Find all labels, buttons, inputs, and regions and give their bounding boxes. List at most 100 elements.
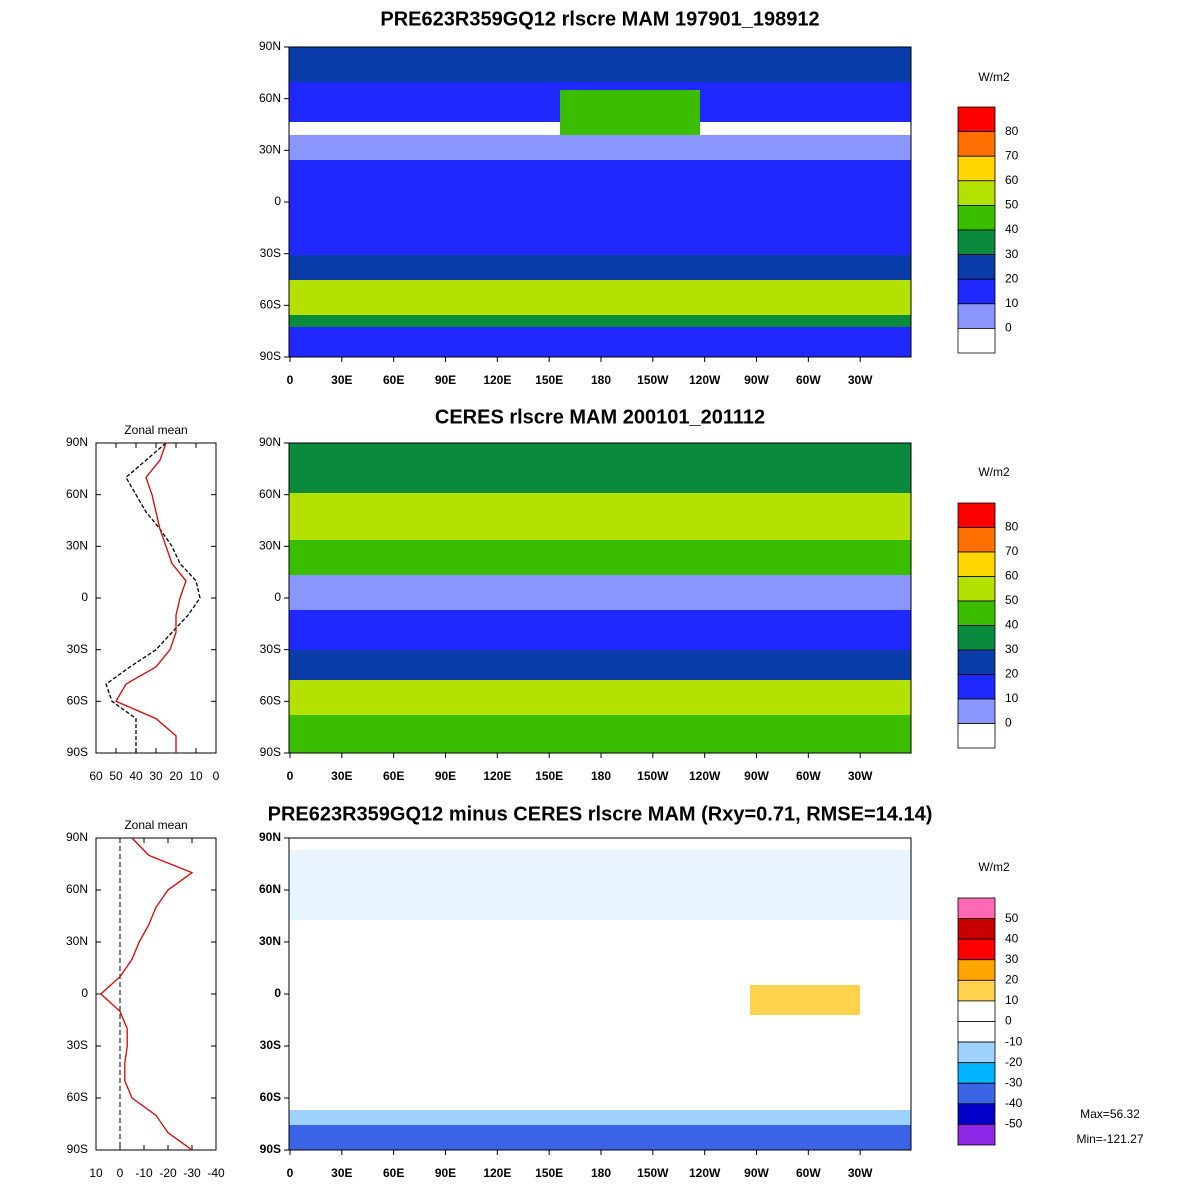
colorbar-box: [957, 278, 996, 305]
lon-tick-label: 180: [591, 1166, 611, 1180]
colorbar-label: 30: [1005, 952, 1019, 966]
lat-tick-label: 60N: [259, 91, 281, 105]
colorbar-box: [957, 527, 996, 553]
colorbar-label: 20: [1005, 973, 1019, 987]
lon-tick-label: 90E: [435, 373, 456, 387]
lat-tick-label: 60N: [259, 487, 281, 501]
y-tick-label: 90N: [66, 435, 88, 449]
colorbar-label: -40: [1005, 1096, 1023, 1110]
lon-tick-label: 120W: [689, 373, 721, 387]
y-tick-label: 30S: [67, 642, 88, 656]
lon-tick-label: 150W: [637, 769, 669, 783]
colorbar-label: 10: [1005, 993, 1019, 1007]
colorbar-label: 20: [1005, 667, 1019, 681]
lat-tick-label: 60S: [260, 298, 281, 312]
zonal-title: Zonal mean: [124, 423, 187, 437]
y-tick-label: 30S: [67, 1038, 88, 1052]
colorbar-label: 30: [1005, 247, 1019, 261]
lon-tick-label: 150E: [535, 769, 563, 783]
x-tick-label: 10: [189, 769, 203, 783]
lon-tick-label: 150E: [535, 1166, 563, 1180]
zonal-line: [105, 442, 201, 753]
colorbar-label: 0: [1005, 321, 1012, 335]
colorbar-box: [957, 576, 996, 602]
y-tick-label: 90N: [66, 830, 88, 844]
lon-tick-label: 150E: [535, 373, 563, 387]
panel-title: PRE623R359GQ12 minus CERES rlscre MAM (R…: [268, 803, 933, 825]
panel-title: CERES rlscre MAM 200101_201112: [435, 406, 765, 428]
colorbar-box: [957, 551, 996, 577]
lon-tick-label: 120E: [483, 769, 511, 783]
lat-tick-label: 30S: [260, 246, 281, 260]
colorbar-box: [957, 180, 996, 206]
lat-tick-label: 90S: [260, 349, 281, 363]
x-tick-label: 10: [89, 1166, 103, 1180]
lon-tick-label: 30W: [848, 1166, 873, 1180]
colorbar-box: [957, 254, 996, 280]
y-tick-label: 90S: [67, 1142, 88, 1156]
colorbar-box: [957, 649, 996, 675]
lon-tick-label: 90W: [744, 769, 769, 783]
lon-tick-label: 150W: [637, 1166, 669, 1180]
map-background-1: [289, 47, 911, 357]
x-tick-label: -20: [159, 1166, 177, 1180]
lon-tick-label: 60W: [796, 373, 821, 387]
lat-tick-label: 60N: [259, 882, 281, 896]
x-tick-label: -10: [135, 1166, 153, 1180]
lon-tick-label: 120E: [483, 373, 511, 387]
lon-tick-label: 60E: [383, 1166, 404, 1180]
lon-tick-label: 120E: [483, 1166, 511, 1180]
colorbar-box: [957, 1082, 996, 1105]
y-tick-label: 60S: [67, 694, 88, 708]
colorbar-label: -20: [1005, 1055, 1023, 1069]
colorbar-box: [957, 204, 996, 231]
colorbar-label: 60: [1005, 569, 1019, 583]
lon-tick-label: 180: [591, 769, 611, 783]
lon-tick-label: 0: [287, 373, 294, 387]
lat-tick-label: 90S: [260, 1142, 281, 1156]
lat-tick-label: 90N: [259, 830, 281, 844]
colorbar-label: 0: [1005, 1014, 1012, 1028]
lon-tick-label: 90E: [435, 1166, 456, 1180]
lon-tick-label: 120W: [689, 769, 721, 783]
colorbar-box: [957, 938, 996, 961]
colorbar-label: 50: [1005, 593, 1019, 607]
colorbar-box: [957, 106, 996, 133]
y-tick-label: 30N: [66, 539, 88, 553]
lat-tick-label: 60S: [260, 694, 281, 708]
x-tick-label: 40: [129, 769, 143, 783]
lat-tick-label: 30S: [260, 642, 281, 656]
colorbar-label: 10: [1005, 296, 1019, 310]
colorbar-label: 60: [1005, 173, 1019, 187]
colorbar-units: W/m2: [978, 465, 1010, 479]
x-tick-label: 30: [149, 769, 163, 783]
colorbar-label: 20: [1005, 271, 1019, 285]
colorbar-units: W/m2: [978, 70, 1010, 84]
colorbar-label: -10: [1005, 1034, 1023, 1048]
colorbar-label: -50: [1005, 1117, 1023, 1131]
y-tick-label: 30N: [66, 934, 88, 948]
y-tick-label: 60N: [66, 487, 88, 501]
colorbar-label: 80: [1005, 520, 1019, 534]
colorbar-box: [957, 327, 996, 354]
lon-tick-label: 60W: [796, 769, 821, 783]
colorbar-box: [957, 959, 996, 981]
colorbar-box: [957, 1062, 996, 1084]
x-tick-label: 50: [109, 769, 123, 783]
y-tick-label: 0: [81, 986, 88, 1000]
lon-tick-label: 90W: [744, 373, 769, 387]
colorbar-label: 30: [1005, 642, 1019, 656]
zonal-frame: [95, 837, 217, 1151]
colorbar-box: [957, 229, 996, 256]
colorbar-box: [957, 1000, 996, 1022]
y-tick-label: 90S: [67, 745, 88, 759]
colorbar-box: [957, 897, 996, 919]
lon-tick-label: 0: [287, 769, 294, 783]
lat-tick-label: 30N: [259, 143, 281, 157]
colorbar-box: [957, 155, 996, 182]
colorbar-label: 50: [1005, 911, 1019, 925]
colorbar-label: 40: [1005, 222, 1019, 236]
zonal-line: [99, 837, 194, 1151]
colorbar-box: [957, 723, 996, 749]
zonal-title: Zonal mean: [124, 818, 187, 832]
